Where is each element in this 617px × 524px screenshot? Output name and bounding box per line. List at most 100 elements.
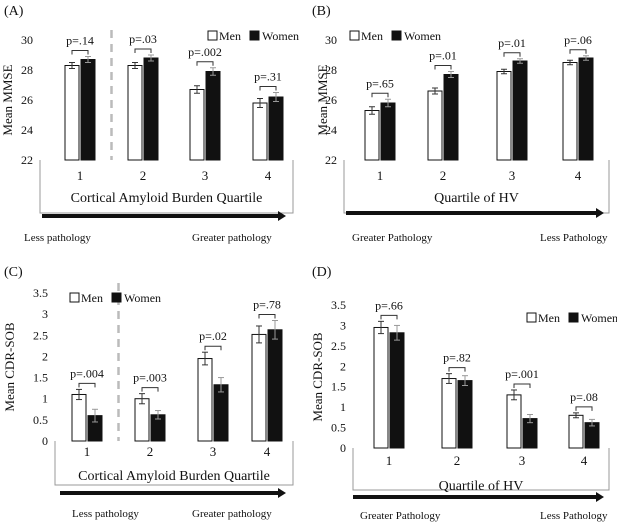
- significance-bracket: [448, 367, 466, 372]
- y-tick-label: 2.5: [33, 328, 48, 342]
- legend-swatch-men: [349, 30, 360, 41]
- category-box: [54, 441, 294, 486]
- women-bar: [205, 71, 221, 161]
- y-tick-label: 22: [325, 153, 337, 167]
- men-bar: [189, 89, 205, 161]
- y-tick-label: 1: [42, 392, 48, 406]
- women-bar: [267, 329, 283, 442]
- y-tick-label: 3: [42, 307, 48, 321]
- women-bar: [213, 384, 229, 442]
- legend-label-men: Men: [361, 29, 383, 43]
- x-tick-label: 2: [454, 453, 461, 468]
- legend-swatch-women: [249, 30, 260, 41]
- y-tick-label: 24: [21, 123, 33, 137]
- women-bar: [512, 60, 528, 161]
- x-axis-title: Quartile of HV: [434, 191, 519, 206]
- category-box: [352, 448, 610, 491]
- p-value-label: p=.78: [253, 297, 281, 311]
- x-tick-label: 4: [581, 453, 588, 468]
- significance-bracket: [258, 313, 276, 319]
- y-tick-label: 0: [42, 434, 48, 448]
- men-bar: [71, 393, 87, 442]
- x-tick-label: 3: [210, 444, 217, 459]
- women-bar: [443, 74, 459, 161]
- panel-b: (B) Mean MMSE 22 24 26 28 30 p=.65 1 p=.01 2 p=.01 3…: [312, 4, 610, 244]
- y-tick-label: 3.5: [331, 298, 346, 312]
- x-tick-label: 1: [377, 168, 384, 183]
- panel-c: (C) Mean CDR-SOB 0 0.5 1 1.5 2 2.5 3 3.5 p=.004 1 p=…: [2, 265, 294, 520]
- significance-bracket: [503, 52, 521, 57]
- right-pathology-note: Less Pathology: [540, 232, 608, 244]
- men-bar: [568, 414, 584, 449]
- significance-bracket: [259, 86, 277, 91]
- left-pathology-note: Greater Pathology: [360, 510, 441, 522]
- x-tick-label: 3: [509, 168, 516, 183]
- left-pathology-note: Less pathology: [24, 232, 91, 244]
- significance-bracket: [204, 345, 222, 351]
- p-value-label: p=.66: [375, 298, 403, 312]
- legend-label-women: Women: [262, 29, 299, 43]
- arrow-head: [596, 208, 604, 218]
- y-axis-title: Mean CDR-SOB: [310, 332, 325, 422]
- x-tick-label: 4: [265, 168, 272, 183]
- women-bar: [380, 102, 396, 161]
- significance-bracket: [134, 48, 152, 53]
- arrow-head: [278, 488, 286, 498]
- women-bar: [389, 332, 405, 449]
- significance-bracket: [371, 92, 389, 98]
- p-value-label: p=.31: [254, 70, 282, 84]
- x-axis-title: Cortical Amyloid Burden Quartile: [71, 191, 263, 206]
- y-tick-label: 22: [21, 153, 33, 167]
- legend-label-women: Women: [581, 311, 617, 325]
- y-tick-label: 0.5: [331, 421, 346, 435]
- significance-bracket: [575, 406, 593, 411]
- panel-label: (C): [4, 265, 23, 280]
- legend-label-men: Men: [219, 29, 241, 43]
- women-bar: [268, 96, 284, 161]
- legend-swatch-men: [69, 292, 80, 303]
- panel-d: (D) Mean CDR-SOB 0 0.5 1 1.5 2 2.5 3 3.5 p=.66 1 p=.…: [310, 265, 617, 522]
- significance-bracket: [569, 49, 587, 54]
- p-value-label: p=.06: [564, 33, 592, 47]
- p-value-label: p=.82: [443, 351, 471, 365]
- legend-label-men: Men: [81, 291, 103, 305]
- y-tick-label: 26: [21, 93, 33, 107]
- left-pathology-note: Less pathology: [72, 508, 139, 520]
- legend-swatch-women: [391, 30, 402, 41]
- significance-bracket: [141, 387, 159, 392]
- p-value-label: p=.01: [498, 36, 526, 50]
- x-axis-title: Cortical Amyloid Burden Quartile: [78, 469, 270, 484]
- y-tick-label: 28: [325, 63, 337, 77]
- significance-bracket: [380, 314, 398, 320]
- women-bar: [578, 57, 594, 161]
- y-tick-label: 2: [340, 359, 346, 373]
- y-tick-label: 3.5: [33, 286, 48, 300]
- x-axis-title: Quartile of HV: [439, 479, 524, 494]
- y-axis-title: Mean MMSE: [0, 64, 15, 135]
- category-box: [39, 160, 294, 214]
- y-tick-label: 0: [340, 441, 346, 455]
- y-axis-title: Mean CDR-SOB: [2, 322, 17, 412]
- y-tick-label: 0.5: [33, 413, 48, 427]
- men-bar: [496, 71, 512, 161]
- p-value-label: p=.03: [129, 32, 157, 46]
- p-value-label: p=.02: [199, 329, 227, 343]
- men-bar: [427, 90, 443, 161]
- panel-label: (D): [312, 265, 332, 280]
- arrow-head: [278, 211, 286, 221]
- x-tick-label: 2: [440, 168, 447, 183]
- legend-swatch-men: [207, 30, 218, 41]
- x-tick-label: 2: [147, 444, 154, 459]
- p-value-label: p=.14: [66, 34, 94, 48]
- men-bar: [197, 358, 213, 442]
- significance-bracket: [78, 382, 96, 388]
- x-tick-label: 2: [140, 168, 147, 183]
- y-axis-title: Mean MMSE: [315, 64, 330, 135]
- x-tick-label: 1: [386, 453, 393, 468]
- left-pathology-note: Greater Pathology: [352, 232, 433, 244]
- women-bar: [584, 422, 600, 449]
- women-bar: [80, 59, 96, 161]
- x-tick-label: 1: [77, 168, 84, 183]
- men-bar: [373, 326, 389, 449]
